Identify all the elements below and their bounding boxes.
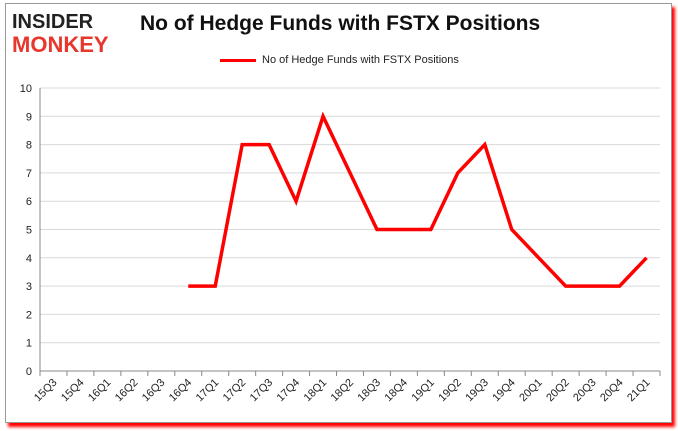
x-tick-label: 20Q1 [517, 377, 545, 405]
x-tick-label: 19Q4 [490, 377, 518, 405]
x-tick-label: 18Q1 [302, 377, 330, 405]
y-tick-label: 4 [26, 253, 32, 265]
x-tick-label: 16Q3 [140, 377, 168, 405]
insider-monkey-logo: INSIDER MONKEY [12, 11, 109, 56]
y-tick-label: 0 [26, 366, 32, 378]
x-tick-label: 16Q4 [167, 377, 195, 405]
chart-frame [5, 3, 672, 423]
x-tick-label: 19Q3 [463, 377, 491, 405]
x-tick-label: 17Q3 [248, 377, 276, 405]
y-tick-label: 10 [20, 83, 32, 95]
y-tick-label: 1 [26, 338, 32, 350]
x-tick-label: 16Q2 [113, 377, 141, 405]
x-tick-label: 20Q2 [544, 377, 572, 405]
x-tick-label: 17Q4 [275, 377, 303, 405]
x-tick-label: 20Q3 [571, 377, 599, 405]
y-tick-label: 9 [26, 111, 32, 123]
y-tick-label: 6 [26, 196, 32, 208]
y-tick-label: 5 [26, 225, 32, 237]
x-tick-label: 17Q2 [221, 377, 249, 405]
y-tick-label: 8 [26, 140, 32, 152]
x-tick-label: 15Q3 [32, 377, 60, 405]
legend-swatch [220, 58, 256, 62]
x-tick-label: 18Q4 [383, 377, 411, 405]
x-tick-label: 18Q2 [329, 377, 357, 405]
x-tick-label: 20Q4 [598, 377, 626, 405]
y-tick-label: 7 [26, 168, 32, 180]
legend: No of Hedge Funds with FSTX Positions [220, 54, 459, 66]
x-tick-label: 18Q3 [356, 377, 384, 405]
y-tick-label: 2 [26, 309, 32, 321]
series-line [188, 111, 648, 288]
x-tick-label: 15Q4 [59, 377, 87, 405]
chart-title: No of Hedge Funds with FSTX Positions [140, 12, 541, 35]
legend-label: No of Hedge Funds with FSTX Positions [262, 54, 459, 66]
x-tick-label: 19Q2 [436, 377, 464, 405]
svg-text:MONKEY: MONKEY [12, 32, 109, 56]
x-tick-label: 21Q1 [625, 377, 653, 405]
x-tick-label: 17Q1 [194, 377, 222, 405]
x-tick-label: 19Q1 [409, 377, 437, 405]
svg-text:INSIDER: INSIDER [12, 11, 94, 33]
y-tick-label: 3 [26, 281, 32, 293]
x-tick-label: 16Q1 [86, 377, 114, 405]
